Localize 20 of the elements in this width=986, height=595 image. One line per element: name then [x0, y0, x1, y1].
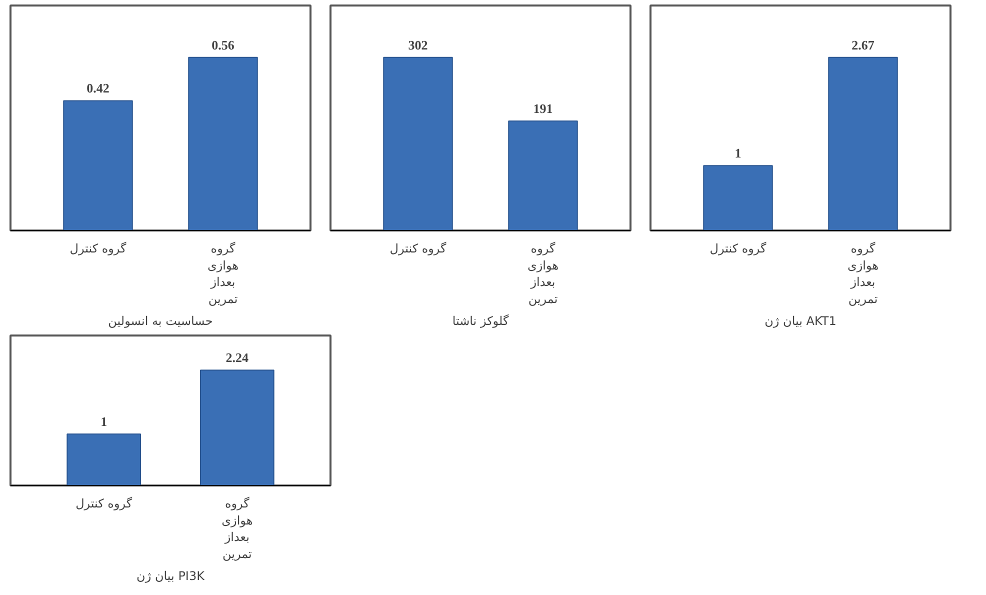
data-label: 302	[408, 37, 428, 52]
x-tick-label: گروه کنترل	[70, 242, 127, 256]
data-label: 1	[734, 146, 742, 161]
x-axis-title: گلوکز ناشتا	[452, 314, 509, 328]
x-axis-title: حساسیت به انسولین	[108, 314, 213, 328]
data-label: 2.67	[852, 37, 875, 52]
x-tick-label: گروه کنترل	[390, 242, 447, 256]
x-axis-title: بیان ژن PI3K	[136, 568, 206, 583]
data-label: 191	[533, 101, 553, 116]
data-label: 0.42	[86, 80, 110, 96]
data-label: 0.56	[212, 37, 235, 52]
x-axis-title: بیان ژن AKT1	[764, 314, 836, 328]
data-label: 1	[100, 414, 108, 429]
x-tick-label: گروه کنترل	[76, 496, 132, 510]
data-label: 2.24	[226, 350, 250, 366]
x-tick-label: گروه هوازی بعداز تمرین	[847, 242, 879, 306]
x-tick-label: گروه کنترل	[710, 242, 767, 256]
x-tick-label: گروه هوازی بعداز تمرین	[207, 242, 239, 306]
x-tick-label: گروه هوازی بعداز تمرین	[527, 242, 559, 306]
x-tick-label: گروه هوازی بعداز تمرین	[222, 496, 253, 561]
